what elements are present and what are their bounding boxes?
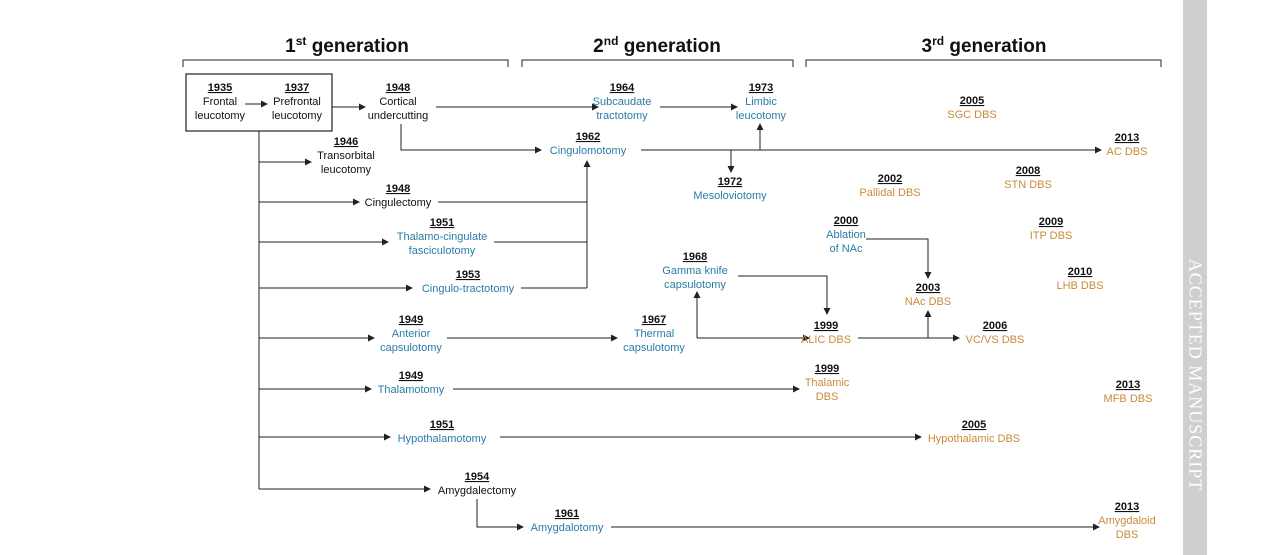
node-amygdaloid-dbs: 2013 Amygdaloid DBS	[1098, 501, 1155, 541]
node-stn-dbs: 2008 STN DBS	[1004, 165, 1052, 191]
side-banner	[1183, 0, 1207, 555]
node-ac-dbs: 2013 AC DBS	[1107, 132, 1148, 158]
arrow-ablation-to-nac	[866, 238, 932, 279]
node-mfb-dbs: 2013 MFB DBS	[1104, 379, 1153, 405]
connector-lines	[245, 100, 1102, 531]
node-thermal-caps: 1967 Thermal capsulotomy	[623, 314, 685, 354]
node-hypothalamic-dbs: 2005 Hypothalamic DBS	[928, 419, 1020, 445]
node-subcaudate: 1964 Subcaudate tractotomy	[593, 82, 652, 122]
node-ablation-nac: 2000 Ablation of NAc	[826, 215, 866, 255]
node-cortical: 1948 Cortical undercutting	[368, 82, 429, 122]
node-pallidal-dbs: 2002 Pallidal DBS	[859, 173, 920, 199]
node-anterior-caps: 1949 Anterior capsulotomy	[380, 314, 442, 354]
generation-bracket-2nd	[521, 59, 794, 67]
node-prefrontal: 1937 Prefrontal leucotomy	[272, 82, 323, 122]
generation-header-3rd: 3rd generation	[922, 34, 1047, 57]
node-amygdalectomy: 1954 Amygdalectomy	[438, 471, 517, 497]
node-alic-dbs: 1999 ALIC DBS	[801, 320, 851, 346]
node-transorbital: 1946 Transorbital leucotomy	[317, 136, 375, 176]
procedure-nodes: 1935 Frontal leucotomy 1937 Prefrontal leucot…	[195, 82, 1156, 541]
node-sgc-dbs: 2005 SGC DBS	[947, 95, 997, 121]
arrow-cortical-ac-dbs	[400, 124, 542, 154]
node-cingulomotomy: 1962 Cingulomotomy	[550, 131, 627, 157]
arrow-gamma-to-alic	[738, 275, 831, 315]
node-limbic: 1973 Limbic leucotomy	[736, 82, 787, 122]
node-hypothalamotomy: 1951 Hypothalamotomy	[398, 419, 487, 445]
arrow-amygdalectomy-to-amygdalotomy	[476, 499, 524, 531]
node-gamma-knife: 1968 Gamma knife capsulotomy	[662, 251, 727, 291]
node-vc-vs-dbs: 2006 VC/VS DBS	[966, 320, 1025, 346]
generation-header-1st: 1st generation	[285, 34, 409, 57]
node-cingulectomy: 1948 Cingulectomy	[365, 183, 432, 209]
generation-bracket-3rd	[805, 59, 1162, 67]
node-frontal: 1935 Frontal leucotomy	[195, 82, 246, 122]
node-itp-dbs: 2009 ITP DBS	[1030, 216, 1073, 242]
accepted-manuscript-watermark: ACCEPTED MANUSCRIPT	[1185, 258, 1206, 492]
node-cingulo-tractotomy: 1953 Cingulo-tractotomy	[422, 269, 515, 295]
node-lhb-dbs: 2010 LHB DBS	[1056, 266, 1103, 292]
generation-header-2nd: 2nd generation	[593, 34, 721, 57]
node-thalamic-dbs: 1999 Thalamic DBS	[805, 363, 850, 403]
node-nac-dbs: 2003 NAc DBS	[905, 282, 951, 308]
generation-bracket-1st	[182, 59, 509, 67]
node-thalamotomy: 1949 Thalamotomy	[378, 370, 445, 396]
node-thalamo-cingulate: 1951 Thalamo-cingulate fasciculotomy	[397, 217, 488, 257]
node-amygdalotomy: 1961 Amygdalotomy	[531, 508, 604, 534]
node-mesoloviotomy: 1972 Mesoloviotomy	[693, 176, 767, 202]
